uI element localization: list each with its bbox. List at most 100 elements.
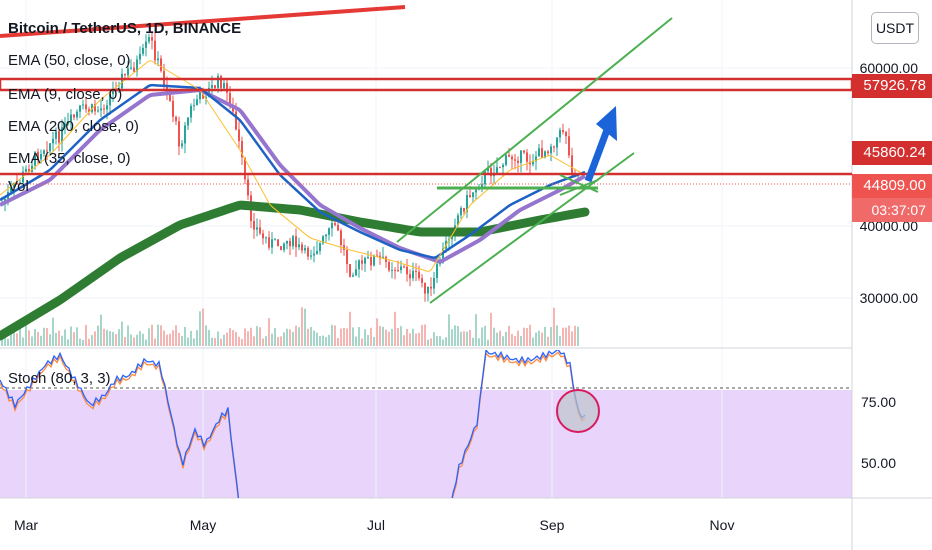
candle-body [268,237,270,248]
price-tag-resistance: 57926.78 [852,74,932,98]
candle-body [349,264,351,277]
volume-bar [139,331,141,346]
volume-bar [7,338,9,346]
candle-body [25,168,27,172]
volume-bar [571,331,573,346]
volume-bar [493,327,495,346]
volume-bar [442,339,444,346]
volume-bar [253,336,255,346]
volume-bar [457,326,459,346]
candle-body [325,234,327,237]
channel-lower[interactable] [429,152,635,304]
up-arrow-icon[interactable] [584,106,617,183]
volume-bar [196,330,198,346]
volume-bar [367,335,369,346]
candle-body [538,148,540,157]
volume-bar [577,326,579,346]
legend-ema9[interactable]: EMA (9, close, 0) [8,86,123,103]
volume-bar [397,327,399,346]
candle-body [10,187,12,192]
candle-body [271,239,273,248]
candle-body [46,150,48,152]
volume-bar [79,338,81,346]
volume-bar [346,328,348,346]
candle-body [355,269,357,276]
legend-vol[interactable]: Vol [8,178,29,195]
candle-body [136,59,138,72]
volume-bar [421,324,423,346]
candle-body [541,148,543,158]
time-axis[interactable]: Mar May Jul Sep Nov [14,517,735,533]
volume-bar [430,338,432,346]
stoch-axis: 75.00 50.00 [861,394,896,471]
candle-body [319,243,321,252]
volume-bar [490,312,492,346]
candle-body [151,37,153,41]
candle-body [223,83,225,89]
candle-body [97,110,99,112]
candle-body [391,269,393,271]
candle-body [490,167,492,177]
volume-bar [481,327,483,346]
volume-bar [505,331,507,346]
candle-body [463,207,465,212]
candle-body [427,286,429,294]
volume-bar [4,330,6,346]
candle-body [352,275,354,277]
volume-bar [193,338,195,346]
candle-body [361,260,363,264]
volume-bar [166,334,168,346]
candle-body [523,150,525,153]
volume-bar [85,325,87,346]
candle-body [460,207,462,216]
candle-body [139,53,141,60]
candle-body [127,68,129,76]
triangle-upper[interactable] [559,174,599,193]
highlight-circle[interactable] [556,389,600,433]
volume-bar [547,336,549,346]
volume-bar [526,328,528,346]
symbol-title[interactable]: Bitcoin / TetherUS, 1D, BINANCE [8,20,242,37]
candle-body [292,236,294,247]
volume-bar [433,332,435,346]
ema35-line [0,83,586,259]
candle-body [79,105,81,112]
volume-bar [280,336,282,346]
volume-bar [379,326,381,346]
legend-stoch[interactable]: Stoch (80, 3, 3) [8,370,111,387]
volume-bar [61,335,63,346]
candle-body [397,269,399,271]
candle-body [148,37,150,42]
stoch-d-line [0,351,586,498]
legend-ema35[interactable]: EMA (35, close, 0) [8,150,131,167]
candle-body [238,129,240,142]
volume-bar [364,329,366,346]
legend-ema50[interactable]: EMA (50, close, 0) [8,52,131,69]
trendline-top[interactable] [0,5,406,38]
volume-bar [115,334,117,346]
volume-bar [205,325,207,346]
volume-bar [226,332,228,346]
candle-body [193,105,195,107]
candle-body [277,239,279,247]
currency-button[interactable]: USDT [871,12,919,44]
candle-body [37,151,39,160]
volume-bar [112,331,114,346]
candle-body [43,150,45,154]
volume-bar [250,327,252,346]
legend-ema200[interactable]: EMA (200, close, 0) [8,118,139,135]
volume-bar [184,326,186,346]
volume-bar [187,337,189,346]
volume-bar [418,332,420,346]
triangle-lower[interactable] [559,179,599,196]
volume-bar [217,331,219,346]
volume-bar [349,311,351,346]
candle-body [484,171,486,185]
channel-upper[interactable] [396,17,673,243]
candle-body [217,75,219,88]
candle-body [364,257,366,264]
candle-body [121,73,123,89]
resistance-zone[interactable] [0,77,852,92]
price-axis[interactable]: 60000.00 40000.00 30000.00 [860,60,919,306]
